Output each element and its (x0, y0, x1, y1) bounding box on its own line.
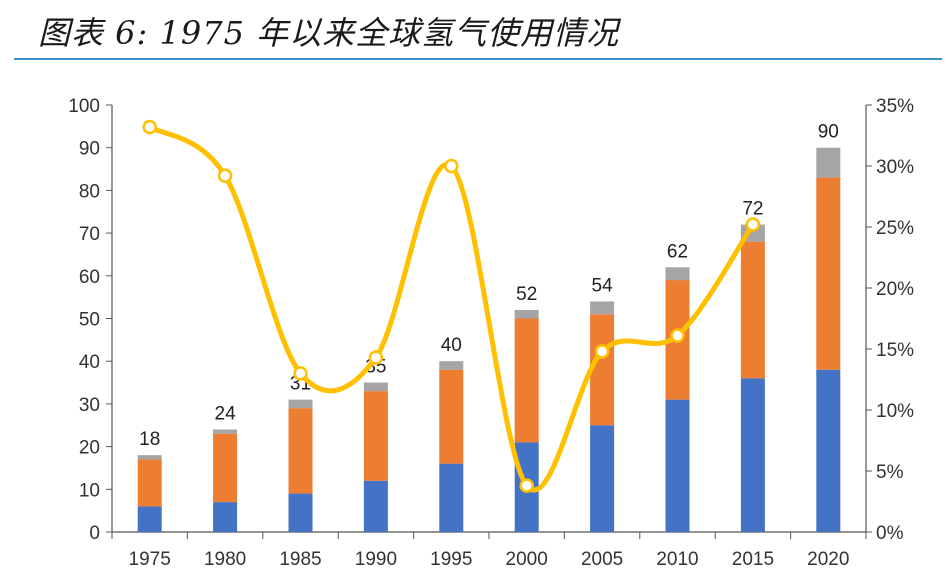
left-axis-tick-label: 10 (79, 480, 100, 501)
share-line-point (142, 119, 157, 135)
share-line-point (217, 168, 233, 184)
bar-segment-2 (590, 314, 615, 426)
share-line-point (519, 478, 534, 493)
bar-segment-3 (288, 399, 313, 409)
bar-segment-3 (590, 301, 615, 315)
bar-total-label: 52 (516, 284, 537, 305)
bar-total-label: 62 (667, 241, 688, 262)
bar-segment-2 (288, 408, 313, 494)
right-axis-tick-label: 0% (876, 523, 904, 544)
share-line-point (368, 350, 384, 365)
line-layer (142, 119, 761, 493)
bar-segment-3 (137, 455, 162, 460)
x-axis-tick-label: 2010 (656, 549, 698, 570)
bar-segment-3 (816, 147, 841, 178)
x-axis-tick-label: 2005 (581, 549, 623, 570)
bar-total-label: 24 (215, 404, 237, 425)
x-axis-tick-label: 2020 (807, 549, 849, 570)
x-axis-tick-label: 1980 (204, 549, 246, 570)
bar-total-label: 18 (139, 429, 160, 450)
share-line-point (745, 217, 761, 232)
left-axis-tick-label: 30 (79, 395, 100, 416)
bar-segment-2 (740, 241, 765, 379)
x-axis-tick-label: 1985 (279, 549, 321, 570)
right-axis-tick-label: 20% (876, 279, 914, 300)
right-axis-tick-label: 30% (876, 157, 914, 178)
bar-segment-3 (514, 309, 539, 319)
bar-segment-1 (439, 463, 464, 532)
left-axis-tick-label: 50 (79, 310, 100, 331)
bar-segment-2 (514, 318, 539, 443)
left-axis-tick-label: 0 (89, 523, 100, 544)
bar-segment-1 (137, 506, 162, 532)
bar-segment-3 (213, 429, 238, 434)
x-axis-tick-label: 1995 (430, 549, 472, 570)
x-axis-tick-label: 2000 (506, 549, 548, 570)
share-line-point (444, 158, 459, 174)
share-line-point (594, 344, 610, 359)
bar-segment-1 (590, 425, 615, 532)
x-axis-tick-label: 2015 (732, 549, 774, 570)
left-axis-tick-label: 80 (79, 181, 100, 202)
left-axis-tick-label: 100 (68, 96, 100, 117)
bar-total-label: 40 (441, 335, 462, 356)
bar-segment-2 (439, 369, 464, 464)
bar-segment-1 (213, 502, 238, 532)
bar-segment-3 (363, 382, 388, 392)
left-axis-tick-label: 60 (79, 267, 100, 288)
bar-segment-1 (740, 378, 765, 532)
left-axis-tick-label: 20 (79, 438, 100, 459)
left-axis-tick-label: 90 (79, 139, 100, 160)
right-axis-tick-label: 10% (876, 401, 914, 422)
right-axis-tick-label: 5% (876, 462, 904, 483)
bar-segment-2 (213, 433, 238, 503)
bar-segment-1 (363, 480, 388, 532)
share-line-point (670, 328, 685, 343)
axes-layer: 0 10 20 30 40 50 60 70 80 90 100 0% 5% 10% 15% 20% 25% 30… (68, 96, 914, 570)
left-axis-tick-label: 40 (79, 352, 100, 373)
share-line-point (293, 366, 308, 381)
bar-total-label: 72 (742, 199, 763, 220)
bar-segment-1 (816, 369, 841, 532)
bar-segment-1 (665, 399, 690, 532)
bar-total-label: 90 (818, 122, 839, 143)
bar-segment-2 (816, 177, 841, 370)
right-axis-tick-label: 25% (876, 218, 914, 239)
x-axis-tick-label: 1975 (129, 549, 171, 570)
bar-segment-3 (439, 361, 464, 370)
right-axis-tick-label: 35% (876, 96, 914, 117)
bar-segment-2 (363, 391, 388, 481)
bars-layer (137, 147, 841, 532)
right-axis-tick-label: 15% (876, 340, 914, 361)
title-divider (14, 58, 942, 60)
bar-segment-1 (288, 493, 313, 532)
bar-segment-2 (137, 459, 162, 507)
bar-segment-3 (665, 267, 690, 281)
x-axis-tick-label: 1990 (355, 549, 397, 570)
left-axis-tick-label: 70 (79, 224, 100, 245)
chart-title: 图表 6: 1975 年以来全球氢气使用情况 (38, 14, 620, 52)
bar-total-label: 54 (592, 275, 614, 296)
